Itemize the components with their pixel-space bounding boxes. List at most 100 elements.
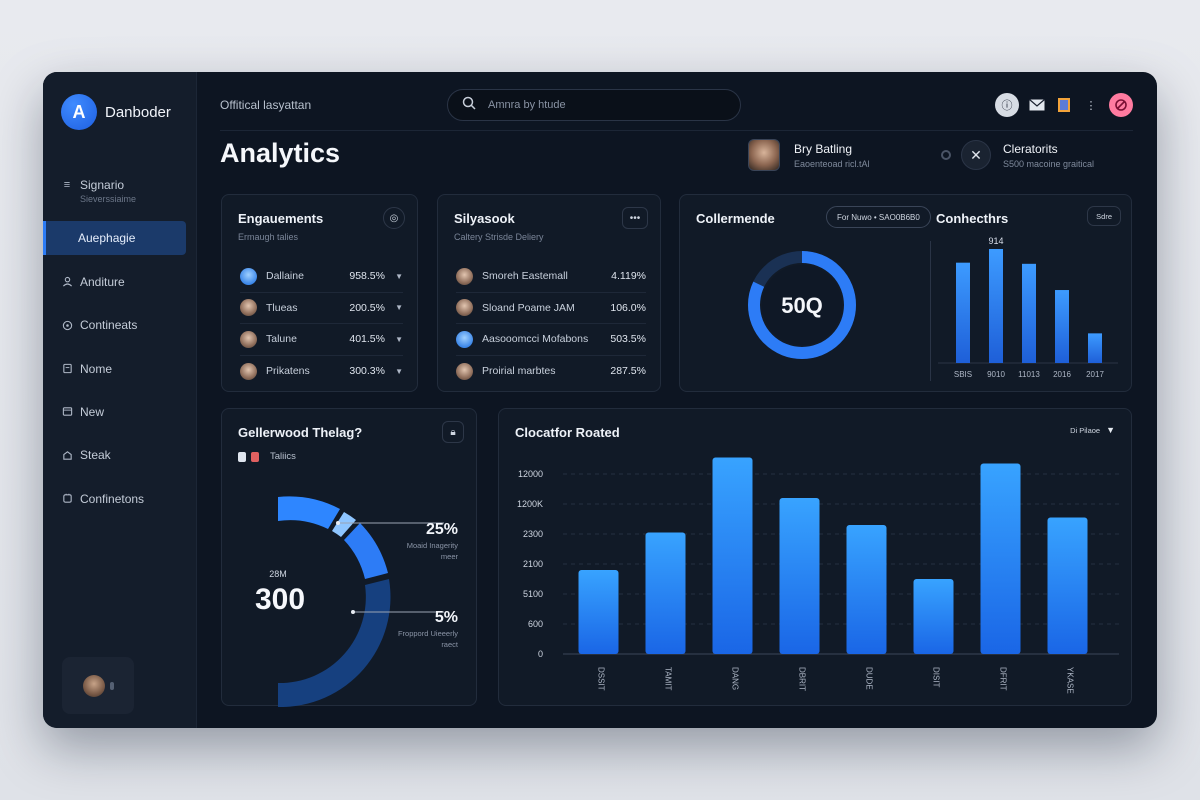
range-dropdown[interactable]: Di Pilaoe ▼ — [1070, 425, 1115, 435]
sidebar-user-card[interactable] — [62, 657, 134, 714]
legend: Taliics — [238, 451, 296, 462]
more-icon[interactable]: ⋮ — [1082, 93, 1100, 117]
info-icon[interactable]: ⓘ — [995, 93, 1019, 117]
legend-swatch — [238, 452, 246, 462]
legend-label: Taliics — [270, 451, 296, 462]
current-user[interactable]: Bry Batling Eaoenteoad ricl.tAl — [748, 139, 870, 171]
callout-label: raect — [441, 640, 459, 649]
row-label: Talune — [266, 333, 335, 345]
x-tick-label: DBRIT — [798, 667, 807, 691]
row-avatar — [456, 268, 473, 285]
bar[interactable] — [1048, 518, 1088, 655]
bar[interactable] — [1022, 264, 1036, 363]
bar[interactable] — [646, 533, 686, 655]
search-bar[interactable] — [447, 89, 741, 121]
notification-icon[interactable] — [1109, 93, 1133, 117]
lock-button[interactable]: 🔒︎ — [442, 421, 464, 443]
bar[interactable] — [914, 579, 954, 654]
sidebar: A Danboder ≡ Signario Sieverssiaime ▦ Au… — [43, 72, 197, 728]
bar[interactable] — [780, 498, 820, 654]
sidebar-item-signario[interactable]: ≡ Signario Sieverssiaime — [43, 170, 196, 212]
dropdown-label: Di Pilaoe — [1070, 426, 1100, 435]
list-item[interactable]: Prikatens 300.3% ▼ — [240, 356, 403, 388]
row-value: 401.5% — [335, 333, 385, 345]
sidebar-item-nome[interactable]: Nome — [43, 352, 196, 386]
bar[interactable] — [981, 464, 1021, 655]
bar[interactable] — [1055, 290, 1069, 363]
bar[interactable] — [956, 263, 970, 363]
callout-label: Moaid Inagerity — [407, 541, 459, 550]
row-label: Prikatens — [266, 365, 335, 377]
clocator-bar-chart: 0 600 5100 2100 2300 1200K 12000 DSSIT TAMIT DANG… — [499, 449, 1133, 705]
list-item[interactable]: Sloand Poame JAM 106.0% — [456, 293, 646, 325]
row-label: Dallaine — [266, 270, 335, 282]
callout-value: 5% — [435, 609, 458, 626]
more-horizontal-icon: ••• — [630, 213, 641, 224]
y-tick-label: 2100 — [523, 559, 543, 569]
radio-icon[interactable] — [941, 150, 951, 160]
user-avatar — [748, 139, 780, 171]
list-item[interactable]: Dallaine 958.5% ▼ — [240, 261, 403, 293]
bar[interactable] — [579, 570, 619, 654]
sidebar-item-confinetons[interactable]: Confinetons — [43, 482, 196, 516]
contact-chip: ✕ Cleratorits S500 macoine graitical — [941, 140, 1094, 170]
gauge-value: 50Q — [781, 293, 823, 318]
filter-pill[interactable]: For Nuwo • SAO0B6B0 — [826, 206, 931, 228]
chevron-down-icon[interactable]: ▼ — [385, 303, 403, 312]
row-avatar — [240, 268, 257, 285]
sidebar-item-steak[interactable]: Steak — [43, 438, 196, 472]
sidebar-item-new[interactable]: New — [43, 395, 196, 429]
new-icon — [61, 406, 73, 418]
card-divider — [930, 241, 931, 381]
row-avatar — [456, 331, 473, 348]
bar[interactable] — [1088, 333, 1102, 363]
donut-segment — [278, 496, 340, 529]
brand[interactable]: A Danboder — [61, 94, 171, 130]
page-title: Analytics — [220, 138, 340, 169]
list-item[interactable]: Tlueas 200.5% ▼ — [240, 293, 403, 325]
row-value: 503.5% — [596, 333, 646, 345]
close-button[interactable]: ✕ — [961, 140, 991, 170]
collermende-card: Collermende For Nuwo • SAO0B6B0 50Q Conh… — [679, 194, 1132, 392]
list-item[interactable]: Smoreh Eastemall 4.119% — [456, 261, 646, 293]
row-avatar — [240, 363, 257, 380]
chevron-down-icon[interactable]: ▼ — [385, 272, 403, 281]
sidebar-item-auephagie[interactable]: ▦ Auephagie — [43, 221, 186, 255]
card-title: Clocatfor Roated — [515, 425, 620, 440]
row-avatar — [240, 299, 257, 316]
card-title: Gellerwood Thelag? — [238, 425, 362, 440]
row-label: Proirial marbtes — [482, 365, 596, 377]
bar[interactable] — [713, 458, 753, 655]
engagements-list: Dallaine 958.5% ▼ Tlueas 200.5% ▼ Talune… — [240, 261, 403, 387]
contact-subtitle: S500 macoine graitical — [1003, 159, 1094, 169]
search-input[interactable] — [488, 99, 708, 111]
x-tick-label: DISIT — [932, 667, 941, 688]
card-subtitle: Caltery Strisde Deliery — [454, 232, 544, 242]
chevron-down-icon: ▼ — [1106, 425, 1115, 435]
row-value: 958.5% — [335, 270, 385, 282]
row-value: 300.3% — [335, 365, 385, 377]
avatar — [83, 675, 105, 697]
y-tick-label: 5100 — [523, 589, 543, 599]
bar[interactable] — [989, 249, 1003, 363]
top-data-label: 914 — [988, 237, 1003, 246]
chevron-down-icon[interactable]: ▼ — [385, 335, 403, 344]
row-label: Smoreh Eastemall — [482, 270, 596, 282]
sidebar-item-anditure[interactable]: Anditure — [43, 265, 196, 299]
more-options-button[interactable]: ••• — [622, 207, 648, 229]
list-item[interactable]: Aasooomcci Mofabons 503.5% — [456, 324, 646, 356]
row-label: Tlueas — [266, 302, 335, 314]
sidebar-item-label: Anditure — [80, 275, 125, 289]
sidebar-item-contineats[interactable]: Contineats — [43, 308, 196, 342]
mail-icon[interactable] — [1028, 93, 1046, 117]
connecthrs-button[interactable]: Sdre — [1087, 206, 1121, 226]
chevron-down-icon[interactable]: ▼ — [385, 367, 403, 376]
refresh-button[interactable]: ◎ — [383, 207, 405, 229]
card-title: Collermende — [696, 211, 775, 226]
y-tick-label: 600 — [528, 619, 543, 629]
bookmark-icon[interactable] — [1055, 93, 1073, 117]
list-item[interactable]: Talune 401.5% ▼ — [240, 324, 403, 356]
bar[interactable] — [847, 525, 887, 654]
callout-label: Froppord Uieeerly — [398, 629, 458, 638]
list-item[interactable]: Proirial marbtes 287.5% — [456, 356, 646, 388]
